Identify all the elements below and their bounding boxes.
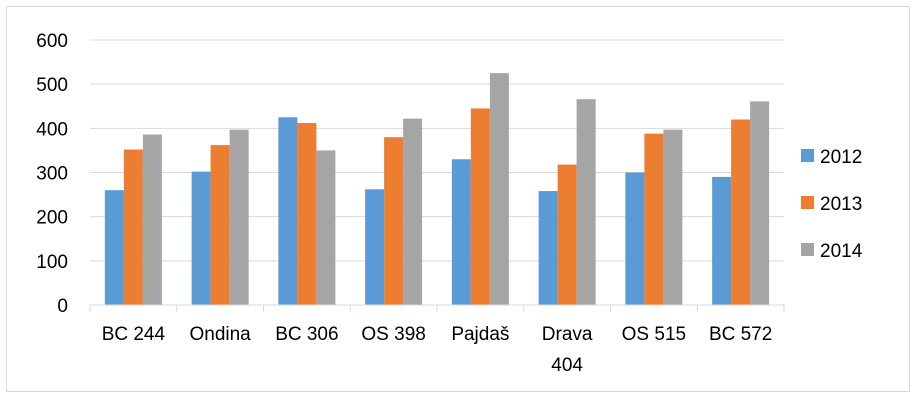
- x-tick-label: 404: [551, 355, 583, 376]
- bar-2014: [576, 99, 596, 305]
- y-tick-label: 300: [36, 164, 68, 185]
- bar-2014: [403, 118, 423, 305]
- legend-label: 2012: [820, 147, 862, 168]
- x-tick-label: BC 244: [102, 324, 166, 345]
- bar-2013: [731, 119, 751, 305]
- legend-label: 2013: [820, 194, 862, 215]
- bar-2014: [142, 134, 162, 305]
- bar-2012: [712, 176, 732, 305]
- bar-2012: [104, 190, 124, 305]
- bar-2012: [538, 191, 558, 305]
- legend-swatch: [801, 243, 814, 256]
- bar-2013: [210, 145, 230, 305]
- y-tick-label: 0: [57, 296, 68, 317]
- x-tick-label: BC 572: [709, 324, 772, 345]
- bar-2014: [229, 129, 249, 305]
- y-tick-label: 400: [36, 119, 68, 140]
- x-tick-label: Ondina: [189, 324, 251, 345]
- bar-2014: [750, 101, 770, 306]
- legend-label: 2014: [820, 241, 863, 262]
- y-tick-label: 600: [36, 31, 68, 52]
- x-tick-label: BC 306: [275, 324, 338, 345]
- bar-2013: [557, 164, 577, 305]
- bar-2012: [278, 117, 298, 306]
- x-tick-label: Pajdaš: [451, 324, 509, 345]
- bar-2014: [316, 150, 336, 305]
- bar-2014: [663, 129, 683, 305]
- bar-2012: [451, 159, 471, 305]
- bar-2013: [123, 149, 143, 305]
- x-tick-label: OS 515: [622, 324, 686, 345]
- x-tick-label: OS 398: [361, 324, 425, 345]
- bar-2014: [489, 73, 509, 305]
- legend-swatch: [801, 149, 814, 162]
- legend-swatch: [801, 196, 814, 209]
- bar-2013: [297, 123, 317, 306]
- bar-2012: [365, 189, 385, 305]
- bar-2012: [191, 171, 211, 305]
- y-tick-label: 200: [36, 208, 68, 229]
- y-tick-label: 500: [36, 75, 68, 96]
- bar-2013: [644, 133, 664, 305]
- y-tick-label: 100: [36, 252, 68, 273]
- bar-2013: [470, 108, 490, 305]
- bar-2012: [625, 172, 645, 305]
- bar-2013: [384, 137, 404, 305]
- x-tick-label: Drava: [542, 324, 593, 345]
